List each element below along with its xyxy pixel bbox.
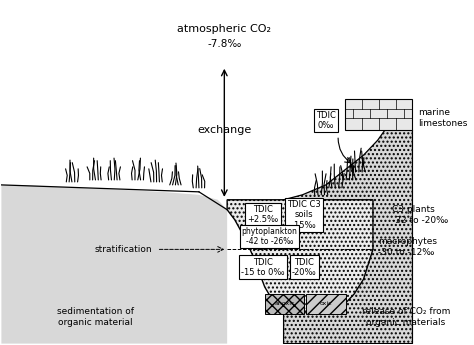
- Text: stratification: stratification: [94, 245, 152, 254]
- Text: oxic: oxic: [319, 302, 332, 306]
- Bar: [345, 99, 412, 130]
- Text: TDIC
0‰: TDIC 0‰: [316, 111, 336, 130]
- Polygon shape: [283, 120, 412, 344]
- Text: anoxic: anoxic: [274, 302, 295, 306]
- Bar: [306, 294, 346, 314]
- Text: C3 plants
-32 to -20‰: C3 plants -32 to -20‰: [392, 205, 448, 225]
- Text: exchange: exchange: [197, 125, 251, 135]
- Text: TDIC
-20‰: TDIC -20‰: [292, 257, 317, 277]
- Text: atmospheric CO₂: atmospheric CO₂: [177, 24, 271, 34]
- Polygon shape: [1, 185, 227, 344]
- Text: TDIC C3
soils
-15‰: TDIC C3 soils -15‰: [287, 200, 321, 229]
- Text: TDIC
+2.5‰: TDIC +2.5‰: [247, 205, 279, 224]
- Text: sedimentation of
organic material: sedimentation of organic material: [57, 307, 134, 327]
- Text: macrophytes
-30 to -12‰: macrophytes -30 to -12‰: [378, 237, 437, 257]
- Text: marine
limestones: marine limestones: [418, 108, 467, 128]
- Text: -7.8‰: -7.8‰: [207, 39, 242, 49]
- Bar: [265, 294, 304, 314]
- Text: phytoplankton
-42 to -26‰: phytoplankton -42 to -26‰: [242, 227, 297, 246]
- Text: release of CO₂ from
organic materials: release of CO₂ from organic materials: [362, 307, 450, 327]
- Text: TDIC
-15 to 0‰: TDIC -15 to 0‰: [241, 257, 285, 277]
- Polygon shape: [227, 200, 373, 312]
